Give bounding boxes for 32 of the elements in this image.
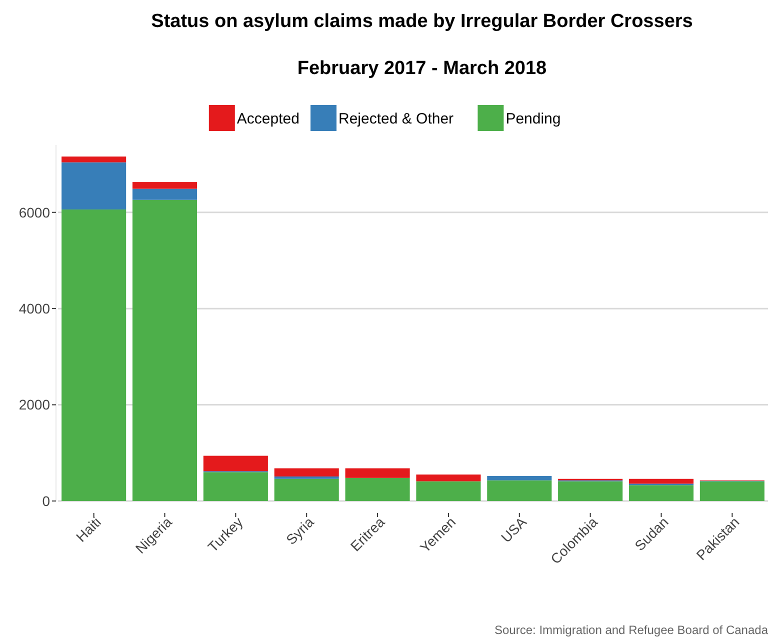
chart-title: Status on asylum claims made by Irregular Border Crossers — [151, 11, 693, 32]
bar — [274, 478, 339, 501]
legend-label: Accepted — [236, 110, 300, 128]
bar — [487, 480, 552, 501]
legend-label: Pending — [506, 110, 561, 128]
y-tick-label: 2000 — [18, 396, 50, 413]
bar — [345, 478, 410, 501]
bar — [203, 472, 268, 501]
bar — [700, 481, 764, 501]
bar — [628, 485, 694, 501]
bar — [62, 209, 126, 501]
y-tick-label: 6000 — [18, 204, 50, 220]
chart-subtitle: February 2017 - March 2018 — [297, 58, 547, 79]
bar — [203, 456, 268, 472]
bar — [132, 188, 198, 200]
y-tick-label: 0 — [42, 492, 50, 509]
bar — [274, 468, 339, 476]
bar — [62, 156, 126, 162]
bar — [62, 162, 126, 210]
bar — [132, 200, 198, 501]
bar — [274, 476, 339, 479]
bar — [345, 468, 410, 478]
source-note: Source: Immigration and Refugee Board of Canada — [494, 623, 768, 637]
bar — [416, 481, 481, 501]
legend-label: Rejected & Other — [338, 110, 454, 128]
bar — [416, 474, 481, 482]
x-tick-label: USA — [498, 513, 530, 546]
bar — [558, 481, 623, 501]
y-tick-label: 4000 — [18, 300, 50, 316]
bar — [487, 476, 552, 480]
bar — [132, 182, 198, 189]
bar — [628, 478, 694, 484]
